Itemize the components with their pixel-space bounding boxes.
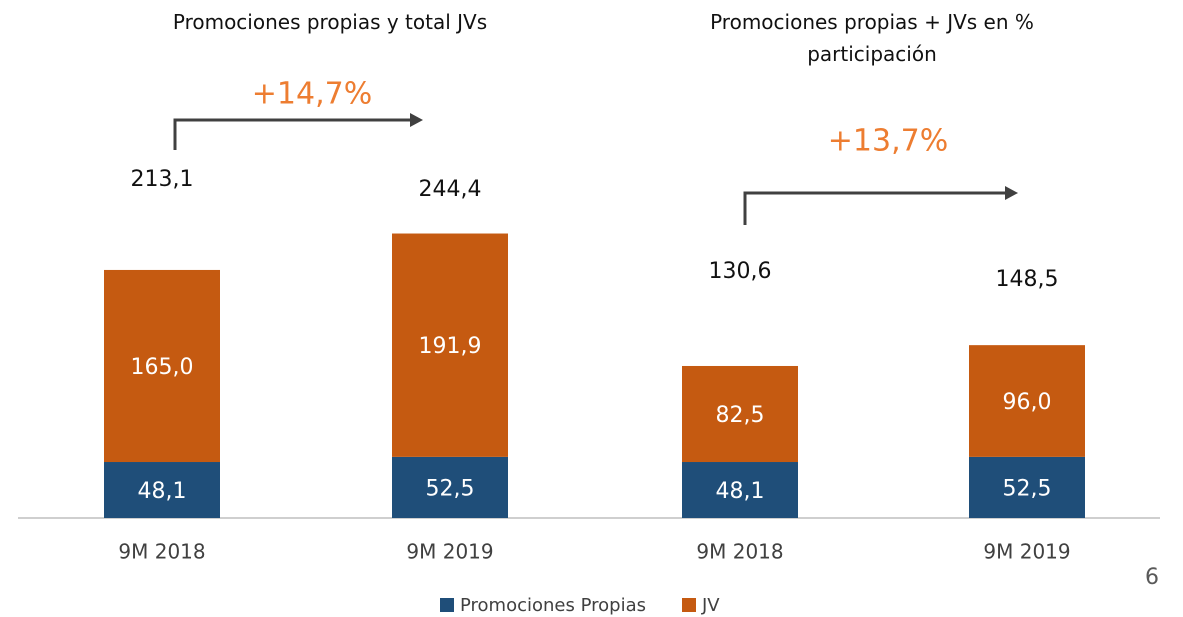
value-label: 82,5 [716, 403, 765, 428]
x-tick-label: 9M 2018 [118, 540, 205, 564]
bar-segment [104, 462, 220, 518]
chart-title: Promociones propias y total JVs [172, 10, 488, 34]
bar-segment [392, 233, 508, 457]
value-label: 165,0 [131, 355, 194, 380]
total-label: 130,6 [709, 259, 772, 284]
x-tick-label: 9M 2018 [696, 540, 783, 564]
bar-segment [682, 365, 798, 463]
value-label: 48,1 [138, 479, 187, 504]
chart-title: Promociones propias + JVs en % participa… [710, 10, 1034, 66]
legend-label: Promociones Propias [460, 595, 646, 616]
x-tick-label: 9M 2019 [983, 540, 1070, 564]
total-label: 213,1 [131, 167, 194, 192]
bar-segment [969, 345, 1085, 457]
value-label: 52,5 [1003, 476, 1052, 501]
legend-swatch [682, 598, 696, 612]
bar-segment [392, 456, 508, 518]
change-annotation: +13,7% [828, 124, 948, 159]
change-arrow [173, 118, 410, 150]
legend-swatch [440, 598, 454, 612]
total-label: 244,4 [419, 177, 482, 202]
value-label: 96,0 [1003, 390, 1052, 415]
page-number: 6 [1145, 565, 1159, 590]
x-tick-label: 9M 2019 [406, 540, 493, 564]
bar-segment [682, 462, 798, 518]
change-arrow [743, 191, 1005, 225]
bar-segment [104, 269, 220, 463]
value-label: 191,9 [419, 334, 482, 359]
legend-label: JV [701, 595, 720, 616]
arrow-head [1005, 186, 1018, 200]
value-label: 52,5 [426, 476, 475, 501]
value-label: 48,1 [716, 479, 765, 504]
arrow-head [410, 113, 423, 127]
change-annotation: +14,7% [252, 77, 372, 112]
total-label: 148,5 [996, 267, 1059, 292]
bar-segment [969, 456, 1085, 518]
